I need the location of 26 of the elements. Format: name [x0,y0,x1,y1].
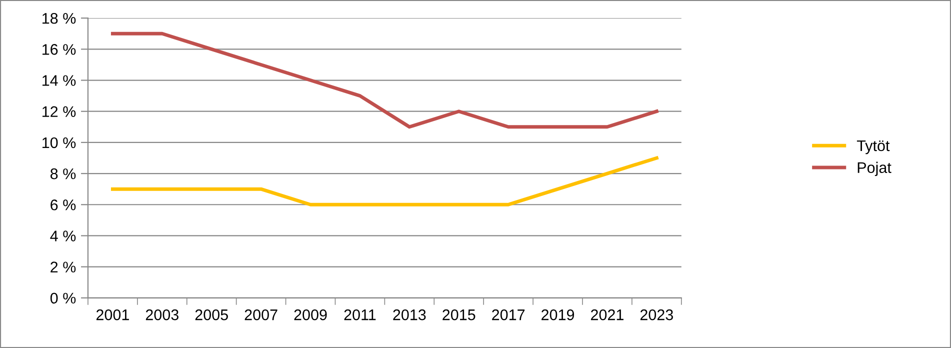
y-tick-label: 6 % [50,199,76,210]
y-tick-label: 18 % [42,12,76,24]
y-tick-label: 8 % [50,168,76,180]
line-series [110,32,658,129]
y-tick-label: 4 % [50,230,76,242]
x-tick-label: 2005 [195,309,228,320]
x-tick-label: 2009 [294,309,327,320]
legend-label: Pojat [858,162,892,176]
y-tick-label: 2 % [50,262,76,272]
x-tick-label: 2017 [492,309,525,320]
x-tick-label: 2021 [590,309,624,320]
y-tick-label: 10 % [42,137,76,148]
y-tick-label: 16 % [42,44,76,55]
x-tick-label: 2013 [393,309,426,320]
x-tick-label: 2019 [542,309,574,320]
x-tick-label: 2015 [442,309,476,320]
y-tick-label: 12 % [42,106,76,117]
y-tick-label: 14 % [42,75,76,86]
x-tick-label: 2023 [640,309,673,320]
legend-label: Tytöt [856,140,890,154]
x-tick-label: 2001 [96,309,129,320]
x-tick-label: 2007 [244,309,278,320]
y-tick-label: 0 % [50,292,76,304]
x-tick-label: 2011 [344,309,376,320]
x-tick-label: 2003 [146,309,178,320]
line-series [110,156,658,206]
